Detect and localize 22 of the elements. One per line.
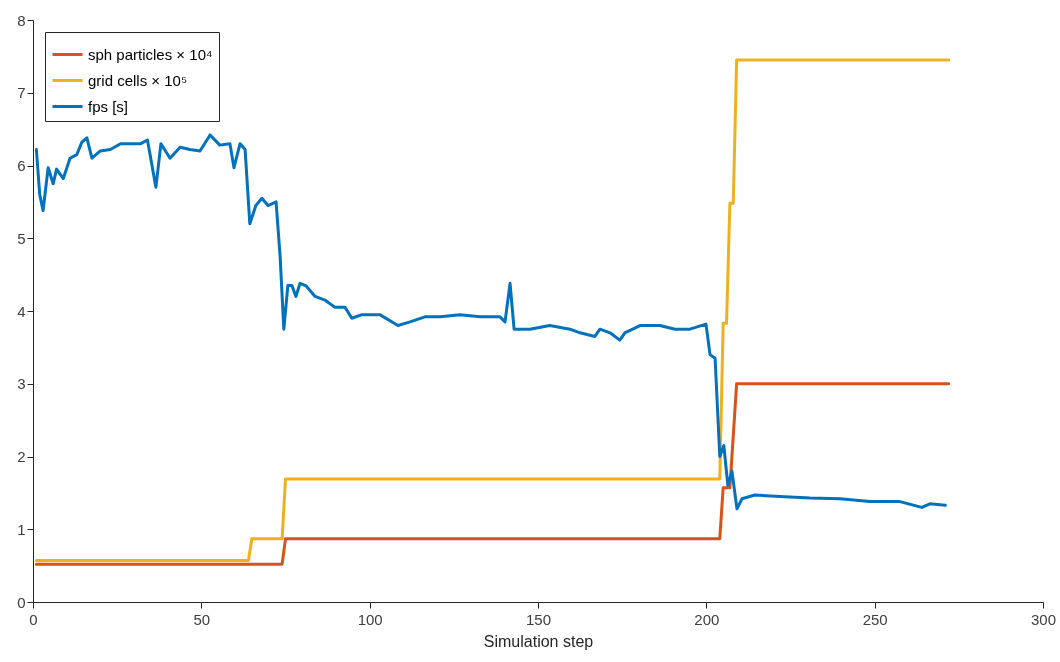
x-tick-label: 300	[1030, 610, 1057, 628]
y-tick-label: 2	[17, 448, 26, 465]
x-tick-label: 200	[694, 610, 720, 628]
x-tick-label: 150	[525, 610, 552, 628]
x-tick-label: 100	[357, 610, 383, 628]
y-tick-label: 6	[17, 157, 26, 174]
y-tick-label: 4	[17, 302, 26, 320]
legend-label: grid cells × 10⁵	[88, 71, 188, 89]
y-tick-label: 3	[17, 375, 26, 393]
legend-label: sph particles × 10⁴	[88, 45, 213, 63]
y-tick-label: 1	[17, 520, 26, 538]
x-axis-title: Simulation step	[483, 632, 594, 650]
y-tick-label: 7	[17, 84, 26, 102]
legend-label: fps [s]	[88, 97, 129, 115]
y-tick-label: 0	[17, 593, 26, 611]
x-tick-label: 250	[862, 610, 888, 628]
line-series	[34, 382, 951, 566]
x-tick-label: 0	[29, 610, 38, 628]
line-series	[34, 133, 947, 511]
y-tick-label: 8	[17, 11, 26, 29]
x-tick-label: 50	[193, 610, 211, 628]
y-tick-label: 5	[17, 229, 26, 247]
